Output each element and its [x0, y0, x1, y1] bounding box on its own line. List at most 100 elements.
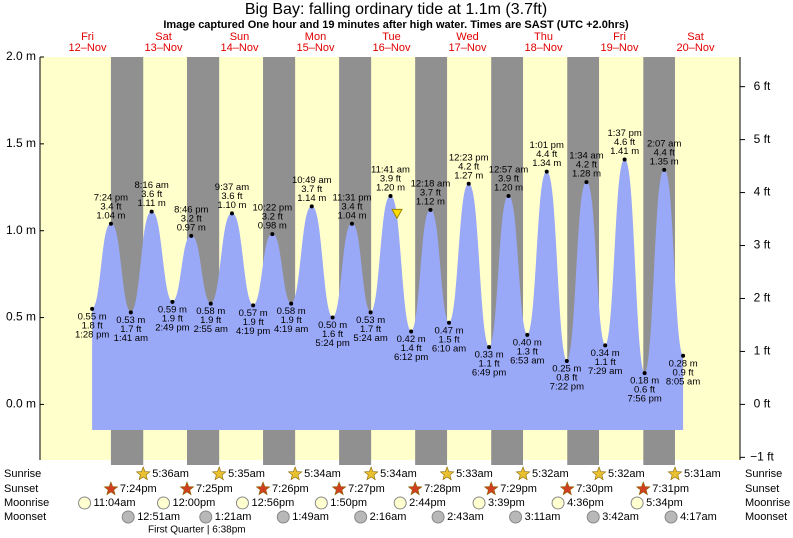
moon-phase: First Quarter | 6:38pm — [148, 525, 246, 536]
moonset-time: 3:42am — [602, 511, 639, 523]
date-label: 16–Nov — [373, 42, 411, 54]
extreme-label: 3.4 ft — [100, 201, 121, 212]
sunrise-time: 5:36am — [152, 468, 189, 480]
extreme-point — [681, 353, 686, 358]
extreme-label: 1.27 m — [454, 170, 483, 181]
extreme-label: 0.25 m — [552, 364, 581, 375]
extreme-label: 1:01 pm — [530, 140, 564, 151]
extreme-point — [208, 301, 213, 306]
extreme-point — [642, 371, 647, 376]
extreme-label: 0.55 m — [78, 311, 107, 322]
sun-icon — [135, 466, 151, 481]
extreme-label: 1.11 m — [138, 198, 166, 209]
extreme-label: 5:24 pm — [315, 338, 349, 349]
moon-icon — [393, 496, 407, 510]
moon-icon — [354, 510, 368, 524]
y2-tick-label: 1 ft — [754, 344, 771, 358]
moonrise-time: 12:56pm — [251, 497, 294, 509]
extreme-label: 0.59 m — [158, 304, 187, 315]
moonrise-time: 3:39pm — [488, 497, 525, 509]
moonset-time: 12:51am — [137, 511, 180, 523]
sunset-time: 7:24pm — [120, 483, 157, 495]
extreme-label: 1.34 m — [532, 158, 561, 169]
extreme-label: 10:22 pm — [253, 203, 293, 214]
chart-subtitle: Image captured One hour and 19 minutes a… — [163, 19, 629, 31]
moonset-time: 2:43am — [447, 511, 484, 523]
extreme-label: 0.34 m — [591, 348, 620, 359]
moonset-time: 2:16am — [370, 511, 407, 523]
extreme-label: 4.2 ft — [576, 160, 597, 171]
extreme-label: 10:49 am — [292, 175, 332, 186]
extreme-point — [584, 180, 589, 185]
extreme-label: 3.9 ft — [498, 173, 519, 184]
extreme-point — [564, 358, 569, 363]
extreme-point — [349, 221, 354, 226]
extreme-point — [189, 233, 194, 238]
tide-fill — [92, 159, 684, 431]
extreme-label: 1.3 ft — [517, 346, 538, 357]
extreme-label: 1.41 m — [610, 146, 639, 157]
y2-tick-label: −1 ft — [750, 450, 774, 464]
moonrise-time: 1:50pm — [330, 497, 367, 509]
extreme-label: 1.5 ft — [438, 334, 459, 345]
extreme-label: 12:57 am — [489, 164, 529, 175]
extreme-point — [388, 193, 393, 198]
extreme-label: 6:10 am — [432, 343, 466, 354]
extreme-label: 12:18 am — [411, 178, 451, 189]
day-label: Sat — [687, 31, 704, 43]
extreme-label: 3.7 ft — [301, 184, 322, 195]
moon-icon — [586, 510, 600, 524]
tide-curve — [91, 158, 684, 374]
extreme-label: 3.9 ft — [380, 173, 401, 184]
extreme-point — [525, 332, 530, 337]
extreme-label: 0.98 m — [258, 221, 287, 232]
extreme-point — [506, 193, 511, 198]
sun-icon — [255, 481, 271, 496]
extreme-label: 3.6 ft — [221, 191, 242, 202]
sunrise-time: 5:35am — [228, 468, 265, 480]
sunset-time: 7:25pm — [196, 483, 233, 495]
extreme-label: 7:24 pm — [94, 192, 128, 203]
extreme-label: 3.7 ft — [420, 187, 441, 198]
moonset-time: 4:17am — [680, 511, 717, 523]
moonset-time: 1:49am — [292, 511, 329, 523]
date-label: 19–Nov — [601, 42, 639, 54]
row-label: Sunset — [745, 483, 779, 495]
extreme-label: 1.20 m — [494, 182, 523, 193]
extreme-label: 1:41 am — [114, 333, 148, 344]
extreme-label: 1:28 pm — [75, 329, 109, 340]
extreme-label: 0.58 m — [277, 306, 306, 317]
extreme-label: 11:41 am — [371, 164, 410, 175]
extreme-label: 1.6 ft — [322, 329, 343, 340]
sunset-time: 7:27pm — [348, 483, 385, 495]
extreme-point — [447, 320, 452, 325]
extreme-label: 0.33 m — [475, 350, 504, 361]
extreme-label: 1.10 m — [217, 200, 246, 211]
moon-icon — [78, 496, 92, 510]
extreme-label: 0.97 m — [177, 222, 206, 233]
extreme-label: 4.2 ft — [458, 161, 479, 172]
extreme-point — [270, 232, 275, 237]
sun-icon — [439, 466, 455, 481]
day-label: Thu — [534, 31, 553, 43]
sun-icon — [483, 481, 499, 496]
moon-icon — [157, 496, 170, 510]
moon-icon — [314, 496, 328, 510]
moon-icon — [664, 510, 678, 524]
extreme-point — [409, 329, 414, 334]
extreme-label: 1.7 ft — [360, 324, 381, 335]
moon-icon — [121, 510, 135, 524]
y2-tick-label: 3 ft — [754, 238, 771, 252]
moon-icon — [551, 496, 565, 510]
sunset-time: 7:30pm — [576, 483, 613, 495]
extreme-point — [466, 181, 471, 186]
extreme-label: 6:49 pm — [472, 368, 506, 379]
y2-tick-label: 5 ft — [754, 132, 771, 146]
moonrise-time: 4:36pm — [567, 497, 604, 509]
extreme-point — [487, 345, 492, 350]
row-label: Sunrise — [4, 468, 41, 480]
extreme-label: 4.4 ft — [654, 147, 675, 158]
moon-icon — [276, 510, 290, 524]
extreme-label: 9:37 am — [215, 182, 249, 193]
day-label: Fri — [81, 31, 94, 43]
